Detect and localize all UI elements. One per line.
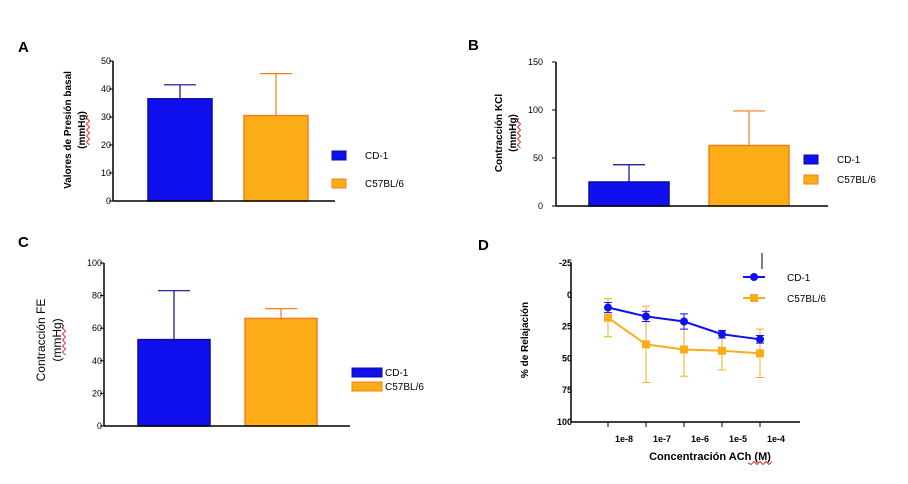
data-point <box>680 317 688 326</box>
y-axis-label: (mmHg) <box>77 111 88 149</box>
bar-cd1 <box>147 98 213 202</box>
legend-label: CD-1 <box>837 155 861 166</box>
y-axis-label: Valores de Presión basal <box>63 71 74 189</box>
legend-swatch <box>803 174 819 185</box>
y-tick-label: 25 <box>562 322 572 332</box>
legend-label: C57BL/6 <box>365 179 404 190</box>
data-point <box>642 340 650 349</box>
x-tick-label: 1e-6 <box>691 434 709 444</box>
y-tick-label: 50 <box>533 153 543 163</box>
y-tick-label: 40 <box>101 84 111 94</box>
y-tick-label: 100 <box>528 105 543 115</box>
legend-label: C57BL/6 <box>837 175 876 186</box>
legend-swatch <box>331 150 347 161</box>
y-tick-label: 80 <box>92 291 102 301</box>
panel-a: A Valores de Presión basal (mmHg) 0 10 20 30 40… <box>18 39 404 206</box>
spellcheck-squiggle <box>516 117 522 149</box>
legend-label: C57BL/6 <box>787 294 826 305</box>
panel-label: D <box>478 237 489 254</box>
y-axis-label: (mmHg) <box>508 114 519 152</box>
data-point <box>718 330 726 339</box>
spellcheck-squiggle <box>747 460 773 466</box>
legend-marker <box>750 273 758 281</box>
y-axis-label: % de Relajación <box>520 302 531 378</box>
panel-d: D % de Relajación -25 0 25 50 75 100 1e-8 1e-7 1e-… <box>478 237 826 466</box>
panel-b: B Contracción KCl (mmHg) 0 50 100 150 CD-1 C57BL… <box>468 37 876 211</box>
x-tick-label: 1e-8 <box>615 434 633 444</box>
data-point <box>680 345 688 354</box>
y-axis-label: Contracción FE <box>34 299 48 382</box>
x-tick-label: 1e-7 <box>653 434 671 444</box>
data-point <box>642 312 650 321</box>
bar-c57bl6 <box>243 114 309 202</box>
data-point <box>604 303 612 312</box>
y-tick-label: 40 <box>92 356 102 366</box>
data-point <box>718 346 726 355</box>
panel-c: C Contracción FE (mmHg) 0 20 40 60 80 100 CD-1 C57… <box>18 234 424 431</box>
data-point <box>756 349 764 358</box>
spellcheck-squiggle <box>85 114 91 146</box>
panel-label: B <box>468 37 479 54</box>
y-tick-label: 20 <box>101 140 111 150</box>
data-point <box>756 335 764 344</box>
y-tick-label: 0 <box>567 290 572 300</box>
y-tick-label: 100 <box>87 258 102 268</box>
legend-label: C57BL/6 <box>385 382 424 393</box>
x-tick-label: 1e-5 <box>729 434 747 444</box>
y-tick-label: 20 <box>92 388 102 398</box>
y-tick-label: 50 <box>562 353 572 363</box>
y-tick-label: 50 <box>101 56 111 66</box>
y-axis-label: Contracción KCl <box>494 94 505 173</box>
legend-marker <box>750 294 758 302</box>
legend-swatch <box>351 367 383 378</box>
bar-c57bl6 <box>244 317 318 427</box>
legend-label: CD-1 <box>385 368 409 379</box>
y-tick-label: 10 <box>101 168 111 178</box>
y-axis-label: (mmHg) <box>50 318 64 361</box>
y-tick-label: 0 <box>97 421 102 431</box>
bar-c57bl6 <box>708 144 790 207</box>
spellcheck-squiggle <box>61 324 67 356</box>
y-tick-label: 0 <box>106 196 111 206</box>
x-axis-label: Concentración ACh (M) <box>649 451 771 463</box>
legend-swatch <box>803 154 819 165</box>
y-tick-label: 30 <box>101 112 111 122</box>
legend-label: CD-1 <box>365 151 389 162</box>
legend-swatch <box>331 178 347 189</box>
panel-label: C <box>18 234 29 251</box>
legend-swatch <box>351 381 383 392</box>
data-point <box>604 313 612 322</box>
y-tick-label: 0 <box>538 201 543 211</box>
bar-cd1 <box>137 338 211 427</box>
panel-label: A <box>18 39 29 56</box>
legend-label: CD-1 <box>787 273 811 284</box>
x-tick-label: 1e-4 <box>767 434 785 444</box>
y-tick-label: 75 <box>562 385 572 395</box>
y-tick-label: 100 <box>557 417 572 427</box>
y-tick-label: -25 <box>559 258 572 268</box>
y-tick-label: 60 <box>92 323 102 333</box>
y-tick-label: 150 <box>528 57 543 67</box>
bar-cd1 <box>588 181 670 207</box>
